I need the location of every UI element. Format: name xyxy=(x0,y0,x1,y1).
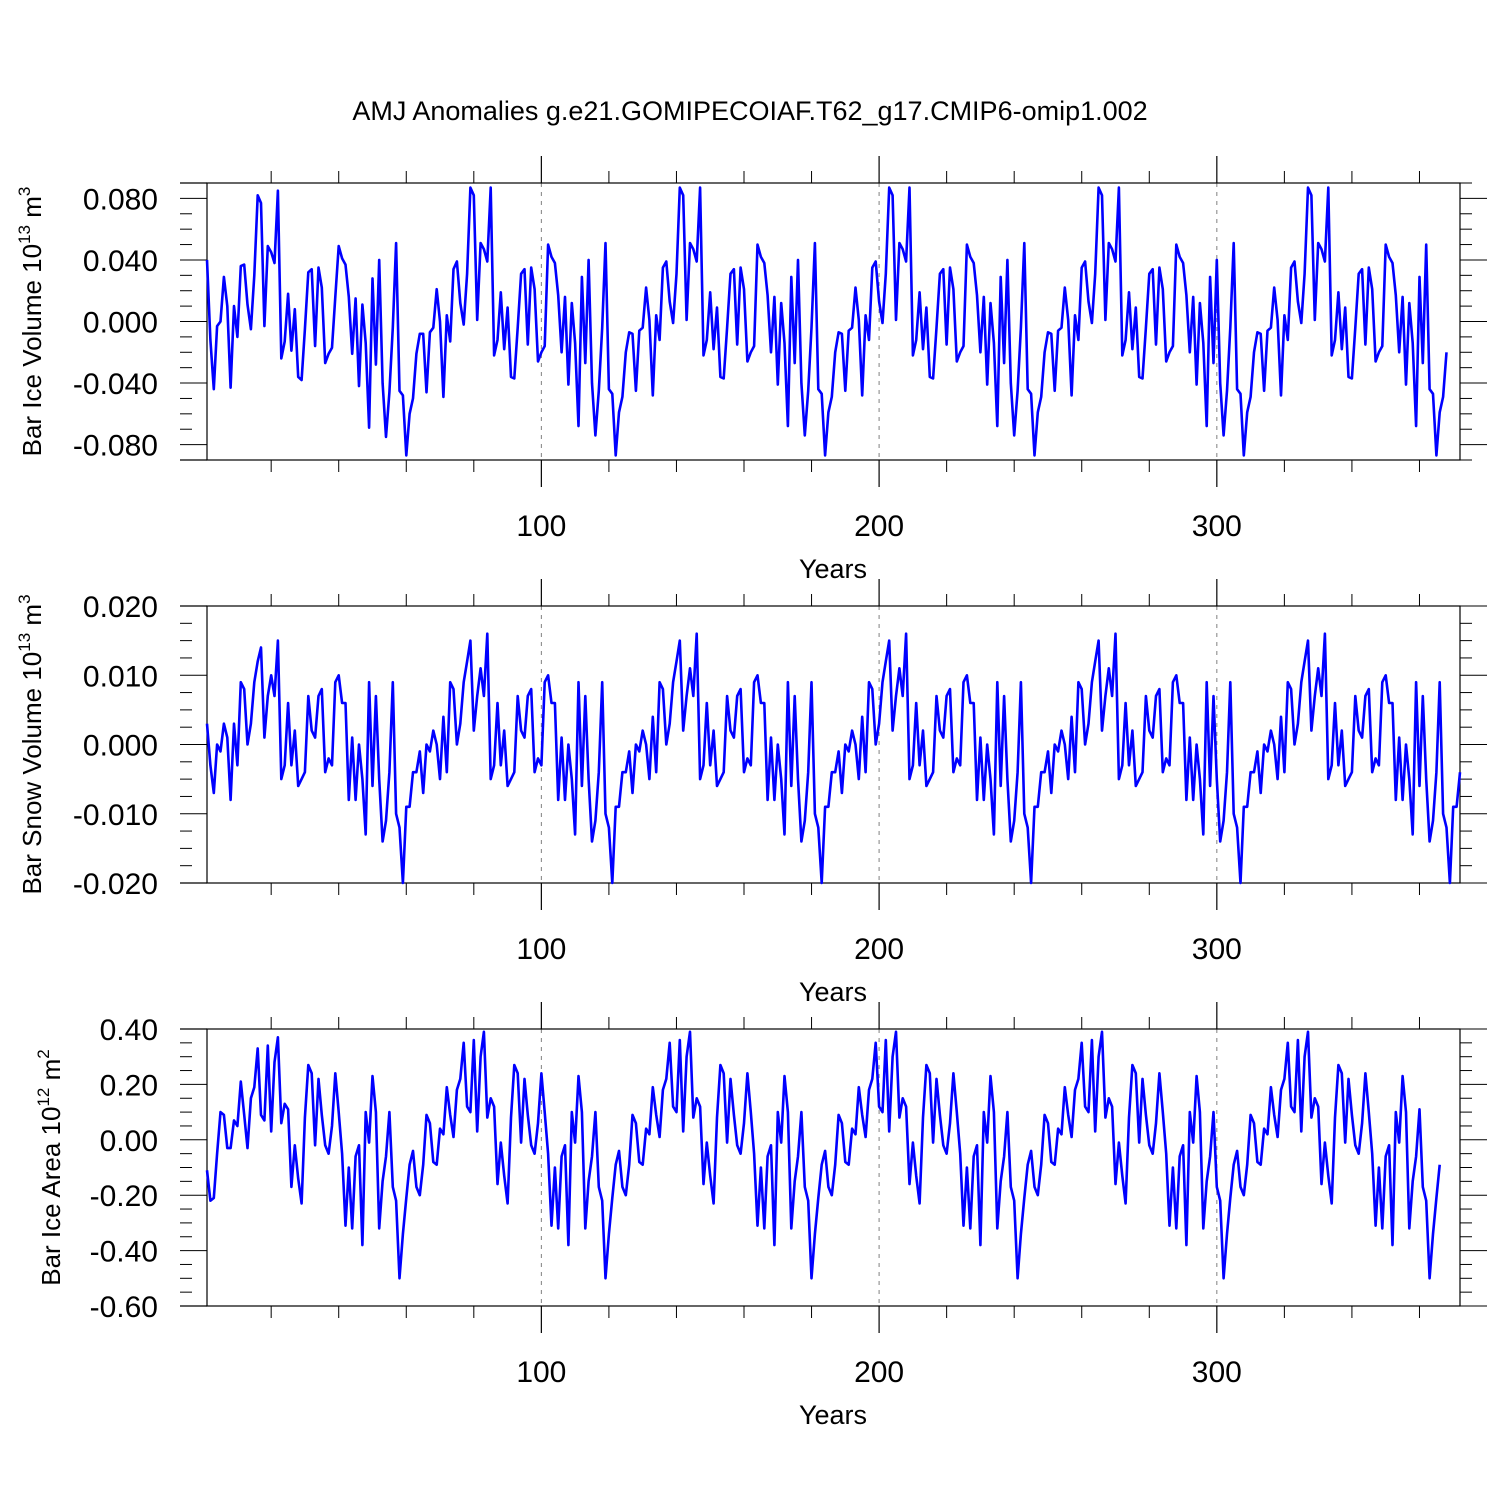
y-tick-label: -0.040 xyxy=(73,368,158,401)
y-tick-label: 0.00 xyxy=(100,1125,158,1158)
y-tick-label: -0.40 xyxy=(90,1236,158,1269)
x-tick-label: 200 xyxy=(854,1356,904,1389)
x-axis-label: Years xyxy=(799,977,867,1007)
y-label-exponent: 13 xyxy=(15,633,34,652)
y-label-exponent: 13 xyxy=(15,225,34,244)
y-tick-label: 0.20 xyxy=(100,1069,158,1102)
chart-title: AMJ Anomalies g.e21.GOMIPECOIAF.T62_g17.… xyxy=(352,96,1147,126)
y-label-unit-exponent: 3 xyxy=(15,187,34,196)
y-label-unit-exponent: 3 xyxy=(15,594,34,603)
x-tick-label: 300 xyxy=(1192,1356,1242,1389)
y-tick-label: 0.000 xyxy=(83,730,158,763)
y-axis-label: Bar Snow Volume 1013 m3 xyxy=(15,594,47,894)
y-tick-label: -0.020 xyxy=(73,868,158,901)
x-tick-label: 200 xyxy=(854,933,904,966)
y-tick-label: -0.010 xyxy=(73,799,158,832)
x-tick-label: 100 xyxy=(516,1356,566,1389)
y-tick-label: 0.010 xyxy=(83,660,158,693)
y-tick-label: 0.080 xyxy=(83,183,158,216)
y-label-text: Bar Ice Area 10 xyxy=(36,1107,66,1286)
y-tick-label: -0.080 xyxy=(73,430,158,463)
y-label-unit-exponent: 2 xyxy=(34,1049,53,1058)
series-line-ice_volume xyxy=(205,186,1448,457)
y-tick-label: 0.000 xyxy=(83,307,158,340)
x-tick-label: 300 xyxy=(1192,933,1242,966)
panel-3: 100 200 300 Years -0.60 -0.40 -0.20 0.00 0.20 0.4… xyxy=(34,1002,1487,1430)
x-tick-label: 100 xyxy=(516,933,566,966)
x-tick-label: 200 xyxy=(854,510,904,543)
x-axis-label: Years xyxy=(799,1400,867,1430)
y-label-text: Bar Ice Volume 10 xyxy=(17,244,47,456)
y-tick-label: 0.020 xyxy=(83,591,158,624)
x-axis-label: Years xyxy=(799,554,867,584)
y-tick-label: 0.040 xyxy=(83,245,158,278)
x-tick-label: 300 xyxy=(1192,510,1242,543)
y-axis-label: Bar Ice Volume 1013 m3 xyxy=(15,187,47,457)
panel-1: 100 200 300 Years -0.080 -0.040 0.000 0.040 0.08… xyxy=(15,156,1487,584)
y-tick-label: -0.60 xyxy=(90,1291,158,1324)
y-tick-label: 0.40 xyxy=(100,1014,158,1047)
y-label-unit: m xyxy=(17,604,47,633)
y-label-unit: m xyxy=(17,196,47,225)
y-label-exponent: 12 xyxy=(34,1088,53,1107)
series-line-snow_volume xyxy=(205,632,1462,885)
y-axis-label: Bar Ice Area 1012 m2 xyxy=(34,1049,66,1286)
y-label-text: Bar Snow Volume 10 xyxy=(17,652,47,895)
y-label-unit: m xyxy=(36,1059,66,1088)
y-tick-label: -0.20 xyxy=(90,1180,158,1213)
x-tick-label: 100 xyxy=(516,510,566,543)
panel-2: 100 200 300 Years -0.020 -0.010 0.000 0.010 0.02… xyxy=(15,579,1487,1007)
series-line-ice_area xyxy=(205,1030,1441,1280)
panels: 100 200 300 Years -0.080 -0.040 0.000 0.040 0.08… xyxy=(15,156,1487,1430)
